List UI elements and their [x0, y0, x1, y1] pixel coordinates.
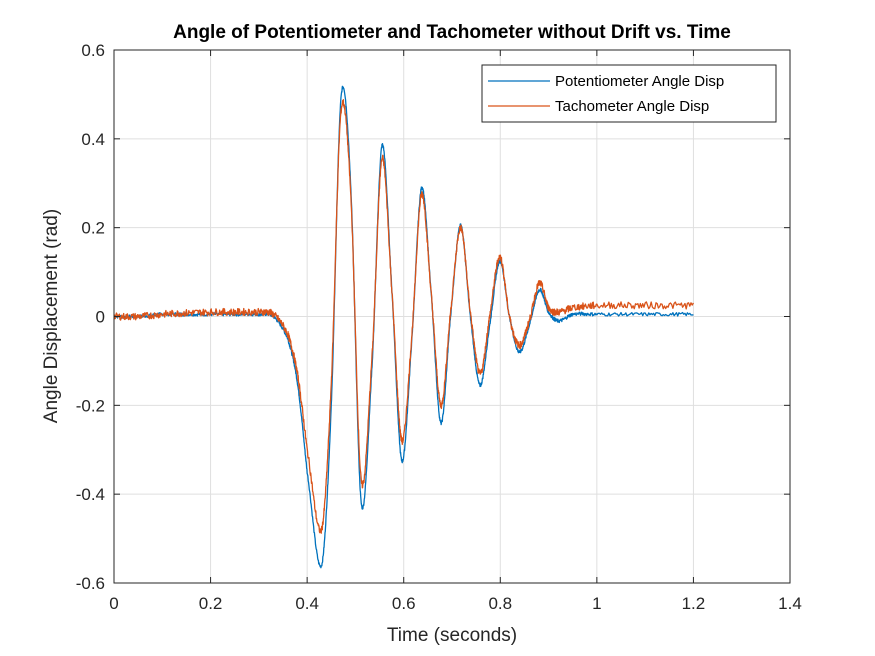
- ticks: [113, 49, 791, 584]
- y-tick-label: 0.2: [81, 219, 105, 238]
- y-tick-label: 0.6: [81, 41, 105, 60]
- x-tick-label: 0.6: [392, 594, 416, 613]
- x-tick-label: 0.2: [199, 594, 223, 613]
- y-tick-label: -0.6: [76, 574, 105, 593]
- x-tick-label: 0.8: [488, 594, 512, 613]
- x-tick-label: 1: [592, 594, 601, 613]
- x-tick-label: 1.4: [778, 594, 802, 613]
- x-tick-label: 1.2: [682, 594, 706, 613]
- y-tick-label: 0.4: [81, 130, 105, 149]
- chart-title: Angle of Potentiometer and Tachometer wi…: [173, 22, 731, 43]
- y-tick-label: -0.4: [76, 485, 105, 504]
- tick-labels: 0 0.2 0.4 0.6 0.8 1 1.2 1.4 -0.6 -0.4 -0.2 0 0.2 0.4 0…: [76, 41, 802, 613]
- x-tick-label: 0.4: [295, 594, 319, 613]
- y-axis-label: Angle Displacement (rad): [41, 209, 62, 423]
- series-line-2: [113, 98, 694, 534]
- x-tick-label: 0: [109, 594, 118, 613]
- x-axis-label: Time (seconds): [387, 625, 517, 646]
- series-line-1: [113, 85, 694, 569]
- legend-label: Tachometer Angle Disp: [555, 98, 709, 115]
- legend-box: [481, 64, 777, 123]
- legend-label: Potentiometer Angle Disp: [555, 73, 724, 90]
- series-layer: [113, 85, 694, 569]
- y-tick-label: -0.2: [76, 396, 105, 415]
- legend: Potentiometer Angle Disp Tachometer Angle…: [481, 64, 777, 123]
- y-tick-label: 0: [96, 308, 105, 327]
